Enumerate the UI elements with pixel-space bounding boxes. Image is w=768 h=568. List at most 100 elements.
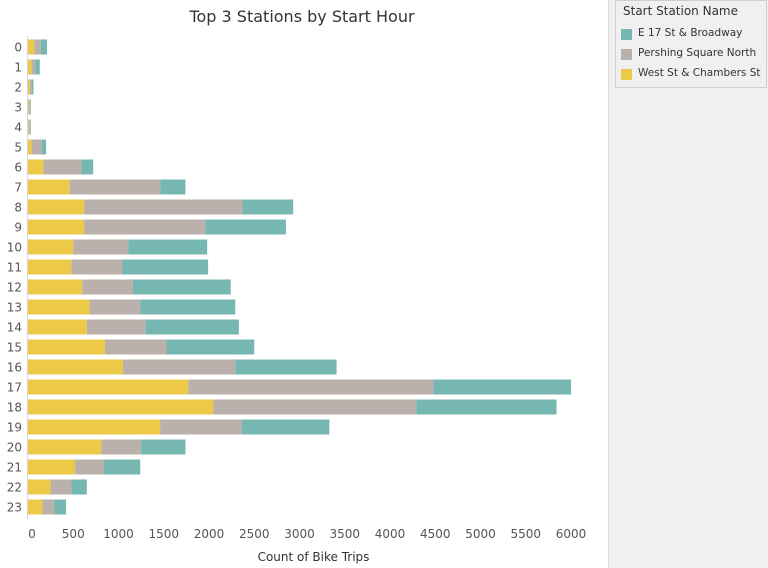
bar-hour-23-series-0 <box>28 499 43 515</box>
x-tick-label: 4000 <box>375 527 406 541</box>
bar-hour-16-series-0 <box>28 359 124 375</box>
bar-hour-2-series-0 <box>28 79 30 95</box>
bar-hour-4-series-0 <box>28 119 29 135</box>
bar-hour-8-series-2 <box>242 199 294 215</box>
bar-hour-6-series-0 <box>28 159 44 175</box>
bar-hour-23-series-1 <box>42 499 55 515</box>
chart-area: 0 1 2 3 4 5 6 7 8 9 10 11 12 13 14 15 16 17 18 19 20 21 22 23 0 5… <box>7 7 587 564</box>
bar-hour-14-series-1 <box>86 319 146 335</box>
bar-hour-4-series-1 <box>28 119 30 135</box>
y-tick-label: 5 <box>14 141 22 155</box>
x-tick-label: 1000 <box>103 527 134 541</box>
bar-hour-10-series-1 <box>73 239 129 255</box>
y-tick-label: 12 <box>7 281 22 295</box>
legend-label: E 17 St & Broadway <box>638 27 743 39</box>
bar-hour-8-series-1 <box>84 199 243 215</box>
y-tick-label: 7 <box>14 181 22 195</box>
bar-hour-16-series-1 <box>123 359 236 375</box>
x-tick-label: 0 <box>28 527 36 541</box>
y-tick-label: 20 <box>7 441 22 455</box>
bar-hour-19-series-0 <box>28 419 161 435</box>
x-axis-label: Count of Bike Trips <box>258 550 370 564</box>
x-tick-label: 1500 <box>148 527 179 541</box>
bar-hour-6-series-1 <box>43 159 82 175</box>
y-tick-label: 13 <box>7 301 22 315</box>
bar-hour-13-series-2 <box>140 299 236 315</box>
y-tick-label: 0 <box>14 41 22 55</box>
legend-title: Start Station Name <box>623 4 739 18</box>
bar-hour-0-series-2 <box>40 39 48 55</box>
x-tick-label: 2000 <box>194 527 225 541</box>
bar-hour-11-series-0 <box>28 259 72 275</box>
y-tick-label: 6 <box>14 161 22 175</box>
bar-hour-1-series-1 <box>31 59 36 75</box>
y-tick-label: 22 <box>7 481 22 495</box>
legend-swatch <box>621 29 632 40</box>
bar-hour-12-series-0 <box>28 279 83 295</box>
bar-hour-15-series-2 <box>166 339 255 355</box>
bar-hour-7-series-0 <box>28 179 70 195</box>
bar-hour-5-series-0 <box>28 139 32 155</box>
bar-hour-13-series-0 <box>28 299 90 315</box>
legend-label: West St & Chambers St <box>638 67 761 79</box>
bar-hour-1-series-0 <box>28 59 32 75</box>
bar-hour-20-series-0 <box>28 439 102 455</box>
bar-hour-0-series-0 <box>28 39 35 55</box>
x-tick-label: 6000 <box>556 527 587 541</box>
bar-hour-1-series-2 <box>35 59 40 75</box>
y-tick-label: 10 <box>7 241 22 255</box>
bar-hour-22-series-2 <box>71 479 87 495</box>
bar-hour-5-series-2 <box>41 139 47 155</box>
bar-hour-9-series-0 <box>28 219 85 235</box>
bar-hour-21-series-0 <box>28 459 76 475</box>
bar-hour-2-series-2 <box>31 79 34 95</box>
bar-hour-14-series-2 <box>145 319 239 335</box>
bar-hour-7-series-2 <box>160 179 186 195</box>
bar-hour-6-series-2 <box>81 159 94 175</box>
y-tick-label: 15 <box>7 341 22 355</box>
x-tick-label: 4500 <box>420 527 451 541</box>
y-tick-label: 3 <box>14 101 22 115</box>
chart-title: Top 3 Stations by Start Hour <box>189 7 415 26</box>
bar-hour-20-series-1 <box>101 439 142 455</box>
y-tick-label: 14 <box>7 321 22 335</box>
y-tick-label: 17 <box>7 381 22 395</box>
bar-hour-9-series-2 <box>205 219 286 235</box>
x-tick-label: 3500 <box>329 527 360 541</box>
y-tick-label: 1 <box>14 61 22 75</box>
bar-hour-18-series-2 <box>416 399 557 415</box>
bar-hour-3-series-1 <box>28 99 30 115</box>
y-tick-label: 2 <box>14 81 22 95</box>
bar-hour-15-series-0 <box>28 339 105 355</box>
bar-hour-17-series-2 <box>433 379 571 395</box>
bar-hour-23-series-2 <box>54 499 67 515</box>
x-tick-label: 500 <box>62 527 85 541</box>
y-tick-label: 11 <box>7 261 22 275</box>
bar-hour-3-series-0 <box>28 99 29 115</box>
bar-hour-7-series-1 <box>69 179 161 195</box>
y-tick-label: 21 <box>7 461 22 475</box>
bar-hour-12-series-2 <box>132 279 231 295</box>
bar-hour-22-series-1 <box>50 479 72 495</box>
bar-hour-9-series-1 <box>84 219 206 235</box>
bar-hour-19-series-2 <box>241 419 330 435</box>
legend-label: Pershing Square North <box>638 47 757 59</box>
y-tick-label: 23 <box>7 501 22 515</box>
legend-swatch <box>621 69 632 80</box>
bar-hour-4-series-2 <box>29 119 31 135</box>
y-tick-label: 9 <box>14 221 22 235</box>
bar-hour-18-series-0 <box>28 399 214 415</box>
bar-hour-0-series-1 <box>34 39 41 55</box>
bar-hour-8-series-0 <box>28 199 85 215</box>
bar-hour-5-series-1 <box>31 139 42 155</box>
bar-hour-3-series-2 <box>29 99 31 115</box>
bar-hour-22-series-0 <box>28 479 51 495</box>
bar-hour-21-series-1 <box>75 459 105 475</box>
bar-hour-10-series-0 <box>28 239 74 255</box>
bar-hour-11-series-1 <box>71 259 123 275</box>
bar-hour-16-series-2 <box>235 359 337 375</box>
y-tick-label: 16 <box>7 361 22 375</box>
bar-hour-19-series-1 <box>160 419 242 435</box>
x-tick-label: 5500 <box>510 527 541 541</box>
